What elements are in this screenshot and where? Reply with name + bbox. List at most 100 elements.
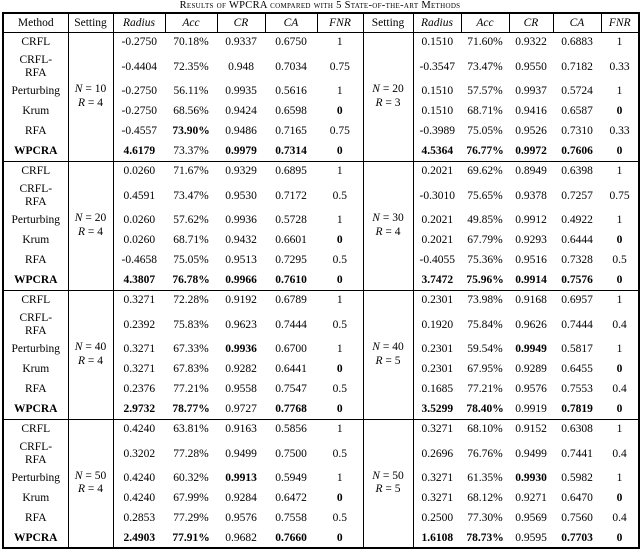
cell-acc-left: 73.90%	[172, 125, 210, 137]
cell-fnr-right: 1	[616, 36, 623, 49]
method-cell: Perturbing	[3, 81, 69, 101]
cell-cr-left: 0.9513	[225, 254, 257, 266]
cell-fnr-right: 0	[601, 270, 639, 291]
method-label: Krum	[22, 105, 50, 117]
setting-cell: N = 30 R = 4	[363, 161, 414, 291]
cell-acc-left: 67.99%	[173, 492, 209, 504]
cell-ca-left: 0.6700	[275, 343, 307, 355]
cell-ca-left: 0.7547	[275, 383, 307, 395]
cell-cr-right: 0.9930	[515, 472, 547, 484]
cell-ca-left: 0.5728	[275, 214, 307, 226]
cell-fnr-right: 1	[616, 165, 623, 178]
setting-variable: R	[375, 354, 383, 367]
cell-ca-right: 0.7560	[561, 512, 593, 524]
cell-ca-right: 0.7553	[561, 383, 593, 395]
method-cell: CRFL- RFA	[3, 310, 69, 339]
cell-fnr-right: 1	[616, 423, 623, 436]
table-row: CRFL N = 50 R = 4 0.4240 63.81% 0.9163 0.5856 1…	[3, 419, 639, 549]
cell-fnr-right: 0.4	[612, 512, 627, 524]
col-header-ca: CA	[264, 12, 318, 33]
setting-variable: N	[372, 83, 380, 95]
cell-fnr-right: 0.33	[609, 125, 630, 137]
cell-radius-left: 4.3807	[113, 270, 165, 291]
cell-ca-left: 0.7610	[265, 270, 317, 291]
method-label: CRFL	[21, 294, 51, 307]
method-label: Krum	[22, 363, 50, 375]
col-header-fnr-2: FNR	[600, 12, 640, 33]
cell-ca-left: 0.7500	[275, 447, 307, 460]
setting-variable: R	[375, 483, 383, 496]
cell-fnr-left: 0	[317, 399, 364, 420]
cell-radius-left: 0.0260	[123, 234, 156, 246]
table-row: Perturbing -0.2750 56.11% 0.9935 0.5616 1 0.15…	[3, 81, 639, 101]
cell-fnr-left: 0.5	[317, 250, 364, 270]
setting-cell: N = 20 R = 4	[68, 161, 114, 291]
method-label: CRFL	[21, 36, 51, 49]
cell-fnr-left: 1	[317, 81, 364, 101]
cell-radius-right: 3.7472	[413, 270, 461, 291]
cell-ca-left: 0.6441	[275, 363, 307, 375]
method-label: Perturbing	[11, 472, 61, 484]
setting-value: = 5	[382, 354, 401, 367]
cell-ca-right: 0.7310	[561, 125, 593, 137]
setting-cell: N = 50 R = 4	[68, 419, 114, 549]
method-label: CRFL	[21, 165, 51, 178]
setting-value: = 3	[382, 96, 401, 109]
cell-ca-right: 0.6398	[561, 165, 593, 178]
table-row: Krum 0.3271 67.83% 0.9282 0.6441 0 0.2301 67.95…	[3, 359, 639, 379]
method-label: Perturbing	[11, 214, 61, 226]
cell-radius-left: 0.4591	[123, 189, 156, 202]
cell-ca-left: 0.7165	[275, 125, 307, 137]
table-row: CRFL N = 10 R = 4 -0.2750 70.18% 0.9337 0.6750…	[3, 32, 639, 162]
method-label: RFA	[24, 125, 47, 137]
method-cell: RFA	[3, 121, 69, 141]
cell-cr-left: 0.9966	[217, 270, 265, 291]
table-row: Krum 0.0260 68.71% 0.9432 0.6601 0 0.2021 67.79…	[3, 230, 639, 250]
cell-acc-right: 73.47%	[467, 60, 503, 73]
method-cell: CRFL	[3, 419, 69, 439]
cell-cr-left: 0.9337	[225, 36, 257, 49]
cell-acc-left: 63.81%	[173, 423, 209, 436]
cell-cr-left: 0.9682	[217, 528, 265, 549]
setting-value: = 40	[379, 341, 404, 353]
cell-ca-right: 0.7606	[553, 141, 601, 162]
cell-cr-left: 0.9486	[225, 125, 257, 137]
cell-radius-left: 0.4240	[123, 492, 156, 504]
cell-fnr-right: 0.4	[612, 447, 627, 460]
setting-variable: N	[372, 212, 380, 224]
cell-cr-left: 0.9913	[225, 472, 257, 484]
setting-cell: N = 20 R = 3	[363, 32, 414, 162]
setting-value: = 4	[85, 225, 104, 238]
cell-acc-left: 71.67%	[173, 165, 209, 178]
cell-ca-right: 0.7576	[553, 270, 601, 291]
setting-variable: R	[77, 483, 86, 496]
cell-radius-right: -0.3010	[419, 189, 455, 202]
cell-acc-right: 78.73%	[461, 528, 509, 549]
cell-acc-right: 67.79%	[467, 234, 503, 246]
cell-radius-left: 0.0260	[123, 165, 156, 178]
table-row: WPCRA 4.6179 73.37% 0.9979 0.7314 0 4.5364 76.7…	[3, 141, 639, 162]
cell-radius-right: 0.2021	[421, 234, 454, 246]
cell-cr-right: 0.9569	[515, 512, 547, 524]
method-label: CRFL	[21, 423, 51, 436]
cell-fnr-right: 0.4	[612, 318, 627, 331]
cell-fnr-left: 0	[317, 488, 364, 508]
cell-cr-right: 0.9937	[515, 85, 547, 97]
cell-radius-left: 2.9732	[113, 399, 165, 420]
cell-radius-right: -0.3547	[419, 60, 455, 73]
cell-radius-left: 0.3202	[123, 447, 156, 460]
cell-radius-left: 0.4240	[123, 472, 156, 484]
table-row: CRFL- RFA -0.4404 72.35% 0.948 0.7034 0.75 -0.3…	[3, 52, 639, 81]
cell-cr-right: 0.9919	[509, 399, 553, 420]
cell-cr-left: 0.9284	[225, 492, 257, 504]
cell-radius-right: 0.3271	[421, 472, 454, 484]
cell-cr-right: 0.8949	[515, 165, 547, 178]
cell-cr-right: 0.9912	[515, 214, 547, 226]
cell-acc-left: 72.35%	[173, 60, 209, 73]
cell-fnr-right: 0	[616, 105, 623, 117]
cell-radius-right: 0.2301	[421, 363, 454, 375]
cell-acc-right: 71.60%	[467, 36, 503, 49]
cell-radius-right: 0.2500	[421, 512, 454, 524]
method-cell: Perturbing	[3, 468, 69, 488]
cell-fnr-left: 1	[317, 468, 364, 488]
